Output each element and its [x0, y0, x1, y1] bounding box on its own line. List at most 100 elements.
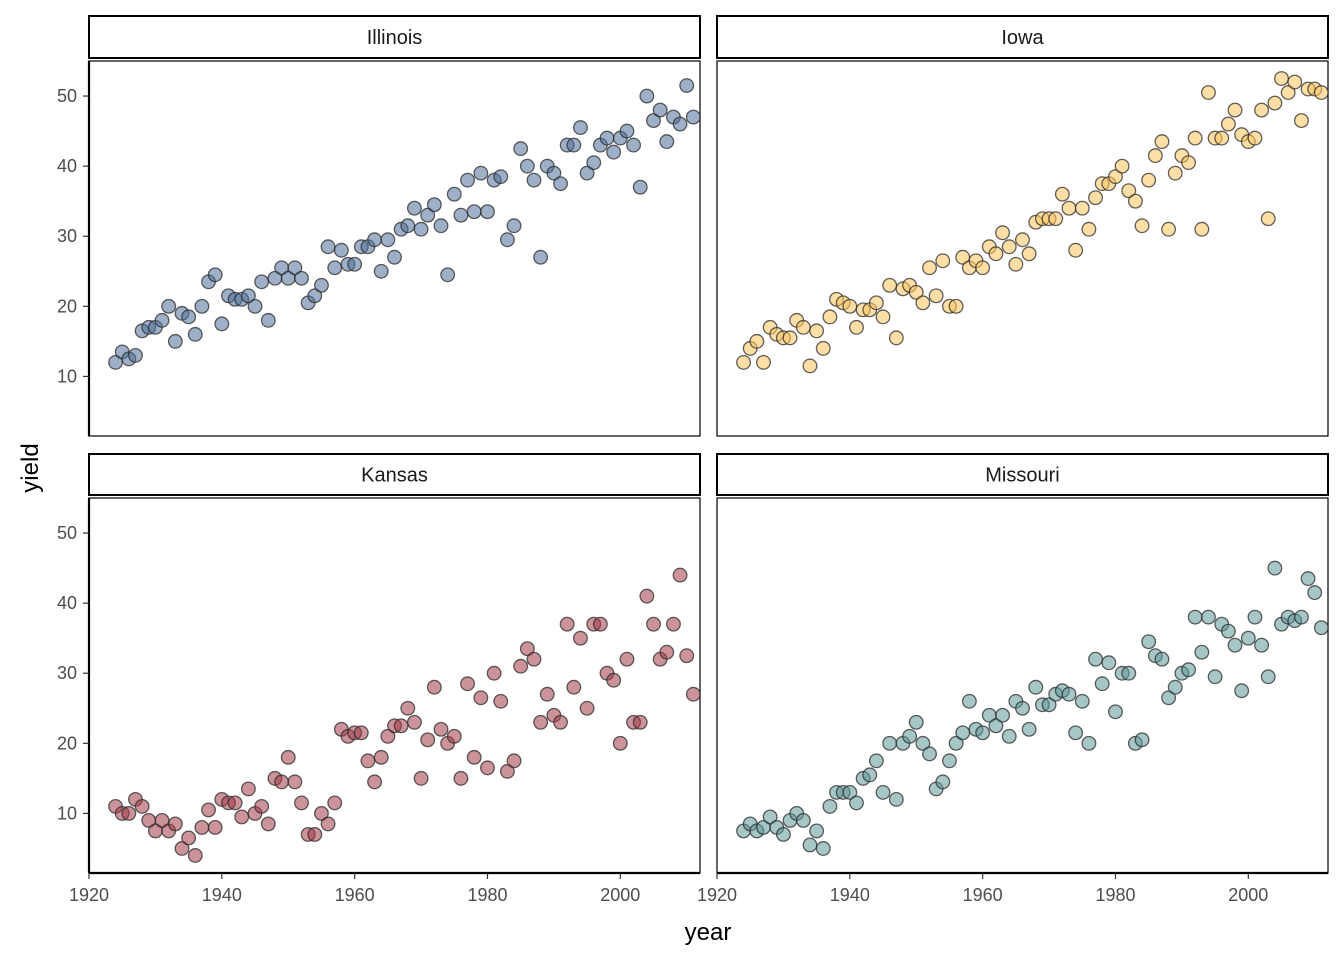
data-point	[652, 102, 668, 118]
data-point	[1127, 193, 1143, 209]
data-point	[333, 242, 349, 258]
data-point	[187, 848, 203, 863]
facet-kansas: Kansas 10 20 30 40 50 1920 1940 1960 1980 2000	[57, 453, 701, 905]
data-point	[802, 837, 818, 853]
x-tick-label: 1960	[335, 885, 375, 905]
data-point	[875, 784, 891, 800]
data-point	[868, 753, 884, 769]
data-point	[802, 358, 818, 374]
data-point	[519, 641, 535, 657]
data-point	[882, 735, 898, 751]
data-point	[533, 714, 549, 730]
data-point	[579, 165, 595, 181]
data-point	[406, 200, 422, 216]
x-tick-label: 1980	[1095, 885, 1135, 905]
data-point	[247, 298, 263, 314]
data-point	[207, 819, 223, 835]
data-point	[612, 735, 628, 751]
data-point	[181, 309, 197, 325]
data-point	[1154, 651, 1170, 667]
data-point	[519, 158, 535, 174]
data-point	[1220, 116, 1236, 132]
data-point	[367, 774, 383, 790]
data-point	[842, 298, 858, 314]
data-point	[679, 78, 695, 93]
data-point	[795, 319, 811, 335]
data-point	[240, 781, 256, 797]
data-point	[1021, 246, 1037, 262]
data-point	[888, 791, 904, 807]
data-point	[254, 798, 270, 814]
data-point	[426, 197, 442, 213]
data-point	[606, 144, 622, 160]
data-point	[1260, 211, 1276, 227]
data-point	[1101, 655, 1117, 671]
data-point	[1088, 651, 1104, 667]
data-point	[685, 686, 701, 702]
data-point	[214, 316, 230, 332]
data-point	[260, 312, 276, 328]
data-point	[975, 725, 991, 741]
data-point	[822, 798, 838, 814]
data-point	[426, 679, 442, 695]
data-point	[1141, 172, 1157, 188]
facet-points	[736, 560, 1329, 856]
data-point	[553, 176, 568, 192]
data-point	[287, 774, 303, 790]
data-point	[573, 630, 588, 646]
data-point	[665, 616, 681, 632]
facet-missouri: Missouri 1920 1940 1960 1980 2000	[697, 453, 1329, 905]
data-point	[1001, 728, 1017, 744]
data-point	[1167, 165, 1183, 181]
data-point	[327, 260, 343, 276]
data-point	[473, 690, 489, 706]
data-point	[1015, 700, 1030, 716]
data-point	[167, 816, 183, 832]
data-point	[1048, 211, 1064, 227]
data-point	[1021, 721, 1037, 737]
y-tick-label: 40	[57, 593, 77, 613]
data-point	[948, 735, 964, 751]
data-point	[592, 616, 608, 632]
y-tick-label: 50	[57, 523, 77, 543]
data-point	[254, 274, 270, 290]
data-point	[194, 298, 210, 314]
data-point	[882, 277, 898, 293]
data-point	[373, 749, 389, 765]
data-point	[420, 732, 436, 748]
data-point	[1254, 637, 1270, 653]
data-point	[922, 260, 937, 276]
data-point	[367, 232, 383, 248]
data-point	[1081, 221, 1097, 237]
data-point	[679, 648, 695, 664]
data-point	[632, 179, 648, 195]
data-point	[1114, 158, 1130, 174]
data-point	[1015, 232, 1030, 248]
facet-strip	[716, 15, 1329, 59]
data-point	[486, 665, 502, 681]
data-point	[167, 333, 183, 349]
facet-strip-label: Missouri	[985, 465, 1059, 487]
data-point	[1134, 218, 1150, 234]
data-point	[1280, 85, 1296, 100]
data-point	[1054, 186, 1070, 202]
data-point	[307, 288, 323, 304]
y-tick-label: 50	[57, 86, 77, 106]
data-point	[1061, 200, 1077, 216]
data-point	[659, 644, 675, 660]
data-point	[274, 774, 290, 790]
facet-strip	[88, 453, 701, 496]
data-point	[995, 225, 1011, 241]
data-point	[1293, 609, 1309, 625]
data-point	[453, 207, 469, 223]
x-tick-label: 2000	[600, 885, 640, 905]
data-point	[1187, 130, 1203, 146]
facet-panel	[88, 497, 701, 874]
data-point	[1061, 686, 1077, 702]
data-point	[380, 232, 396, 248]
data-point	[1088, 190, 1104, 206]
data-point	[433, 218, 449, 234]
data-point	[646, 113, 661, 129]
data-point	[868, 295, 884, 311]
